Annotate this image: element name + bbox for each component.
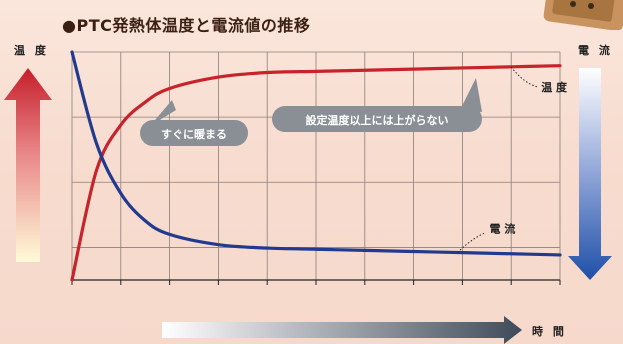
temperature-line	[70, 64, 562, 282]
ptc-heater-photo-corner	[473, 0, 623, 31]
callout-pointer-1	[150, 100, 176, 126]
current-line	[70, 50, 562, 257]
current-series-label: 電 流	[490, 222, 516, 236]
temperature-label-leader	[510, 66, 538, 88]
temperature-series-label: 温 度	[541, 80, 568, 94]
callout-text-1: すぐに暖まる	[161, 127, 227, 141]
time-axis-label: 時 間	[532, 325, 567, 338]
grid	[71, 51, 561, 280]
current-axis-label: 電 流	[578, 44, 613, 57]
current-label-leader	[457, 232, 486, 253]
current-down-arrow	[568, 68, 612, 280]
callout-text-2: 設定温度以上には上がらない	[306, 113, 449, 127]
callout-bubble-1	[140, 120, 248, 146]
chart-title: ●PTC発熱体温度と電流値の推移	[62, 16, 311, 35]
temperature-up-arrow	[4, 68, 52, 262]
series-labels: 温 度電 流	[457, 66, 568, 253]
temperature-axis-label: 温 度	[14, 44, 49, 57]
callouts: すぐに暖まる 設定温度以上には上がらない	[140, 78, 482, 146]
time-right-arrow	[162, 316, 522, 344]
callout-bubble-2	[272, 106, 482, 132]
axes	[71, 279, 561, 285]
callout-pointer-2	[460, 78, 482, 112]
series-lines	[70, 50, 562, 282]
